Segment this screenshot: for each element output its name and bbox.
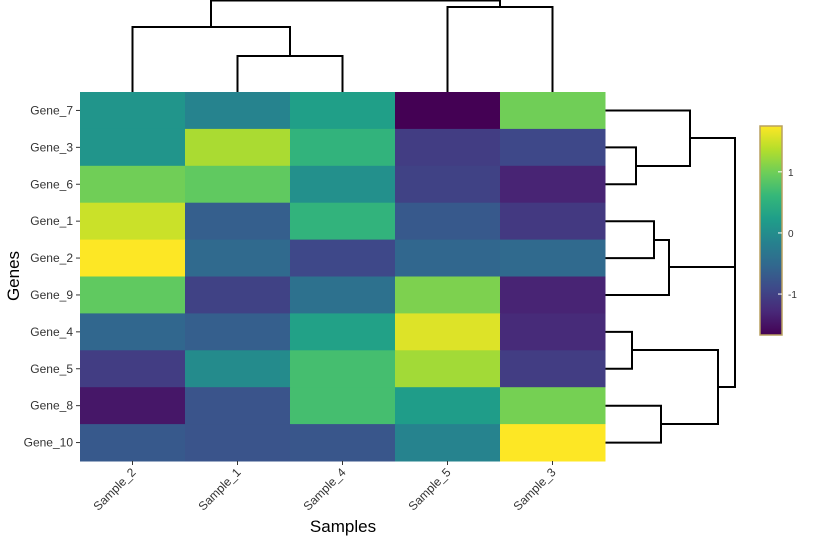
heatmap-cell bbox=[500, 165, 606, 204]
heatmap-cell bbox=[80, 387, 186, 425]
heatmap-cell bbox=[80, 202, 186, 241]
heatmap-cell bbox=[500, 350, 606, 388]
heatmap-cell bbox=[500, 239, 606, 277]
heatmap-cell bbox=[80, 276, 186, 314]
heatmap-cell bbox=[80, 165, 186, 204]
heatmap-cell bbox=[80, 350, 186, 388]
x-tick-label: Sample_5 bbox=[406, 465, 454, 513]
y-tick-label: Gene_9 bbox=[30, 288, 73, 302]
colorbar-tick-label: 0 bbox=[788, 229, 794, 240]
heatmap-cell bbox=[395, 276, 501, 314]
heatmap-cell bbox=[185, 202, 291, 241]
row-dendrogram bbox=[605, 109, 736, 444]
heatmap-cell bbox=[500, 92, 606, 130]
heatmap-cell bbox=[80, 239, 186, 277]
x-tick-label: Sample_2 bbox=[91, 465, 139, 513]
heatmap-cell bbox=[80, 424, 186, 462]
heatmap-cell bbox=[290, 276, 396, 314]
heatmap-cell bbox=[500, 128, 606, 167]
colorbar bbox=[759, 125, 783, 336]
y-tick-label: Gene_6 bbox=[30, 177, 73, 191]
heatmap-cell bbox=[290, 313, 396, 351]
heatmap-cell bbox=[185, 128, 291, 167]
heatmap-cell bbox=[500, 424, 606, 462]
y-axis-title: Genes bbox=[4, 251, 23, 301]
heatmap-cell bbox=[500, 276, 606, 314]
heatmap-cell bbox=[395, 239, 501, 277]
heatmap-cell bbox=[395, 128, 501, 167]
y-tick-label: Gene_7 bbox=[30, 103, 73, 117]
heatmap-cell bbox=[80, 128, 186, 167]
y-tick-label: Gene_3 bbox=[30, 140, 73, 154]
heatmap-cell bbox=[395, 313, 501, 351]
heatmap-cell bbox=[185, 239, 291, 277]
heatmap-cell bbox=[185, 92, 291, 130]
y-tick-label: Gene_10 bbox=[24, 436, 74, 450]
heatmap-cell bbox=[290, 387, 396, 425]
x-tick-label: Sample_4 bbox=[301, 465, 349, 513]
heatmap-cell bbox=[500, 313, 606, 351]
heatmap-cell bbox=[290, 424, 396, 462]
heatmap-cell bbox=[500, 387, 606, 425]
x-tick-label: Sample_3 bbox=[511, 465, 559, 513]
x-tick-label: Sample_1 bbox=[196, 465, 244, 513]
heatmap-cell bbox=[395, 387, 501, 425]
y-tick-label: Gene_5 bbox=[30, 362, 73, 376]
heatmap-cell bbox=[290, 239, 396, 277]
heatmap-cell bbox=[290, 128, 396, 167]
heatmap-cell bbox=[290, 350, 396, 388]
heatmap-cell bbox=[185, 165, 291, 204]
heatmap-cell bbox=[80, 92, 186, 130]
y-tick-label: Gene_4 bbox=[30, 325, 73, 339]
heatmap-cell bbox=[500, 202, 606, 241]
heatmap-cell bbox=[185, 424, 291, 462]
heatmap-cell bbox=[185, 276, 291, 314]
y-tick-label: Gene_2 bbox=[30, 251, 73, 265]
heatmap-cell bbox=[290, 92, 396, 130]
heatmap-cell bbox=[395, 202, 501, 241]
heatmap-cell bbox=[290, 202, 396, 241]
heatmap-cell bbox=[395, 424, 501, 462]
x-axis-title: Samples bbox=[310, 517, 376, 536]
heatmap-cell bbox=[395, 350, 501, 388]
column-dendrogram bbox=[131, 0, 554, 92]
heatmap-cell bbox=[290, 165, 396, 204]
colorbar-tick-label: 1 bbox=[788, 168, 794, 179]
heatmap-cell bbox=[395, 165, 501, 204]
heatmap-cell bbox=[185, 387, 291, 425]
y-tick-label: Gene_8 bbox=[30, 399, 73, 413]
heatmap-cell bbox=[185, 313, 291, 351]
heatmap-cell bbox=[80, 313, 186, 351]
y-tick-label: Gene_1 bbox=[30, 214, 73, 228]
heatmap-cell bbox=[395, 92, 501, 130]
colorbar-tick-label: -1 bbox=[788, 290, 797, 301]
heatmap-cell bbox=[185, 350, 291, 388]
